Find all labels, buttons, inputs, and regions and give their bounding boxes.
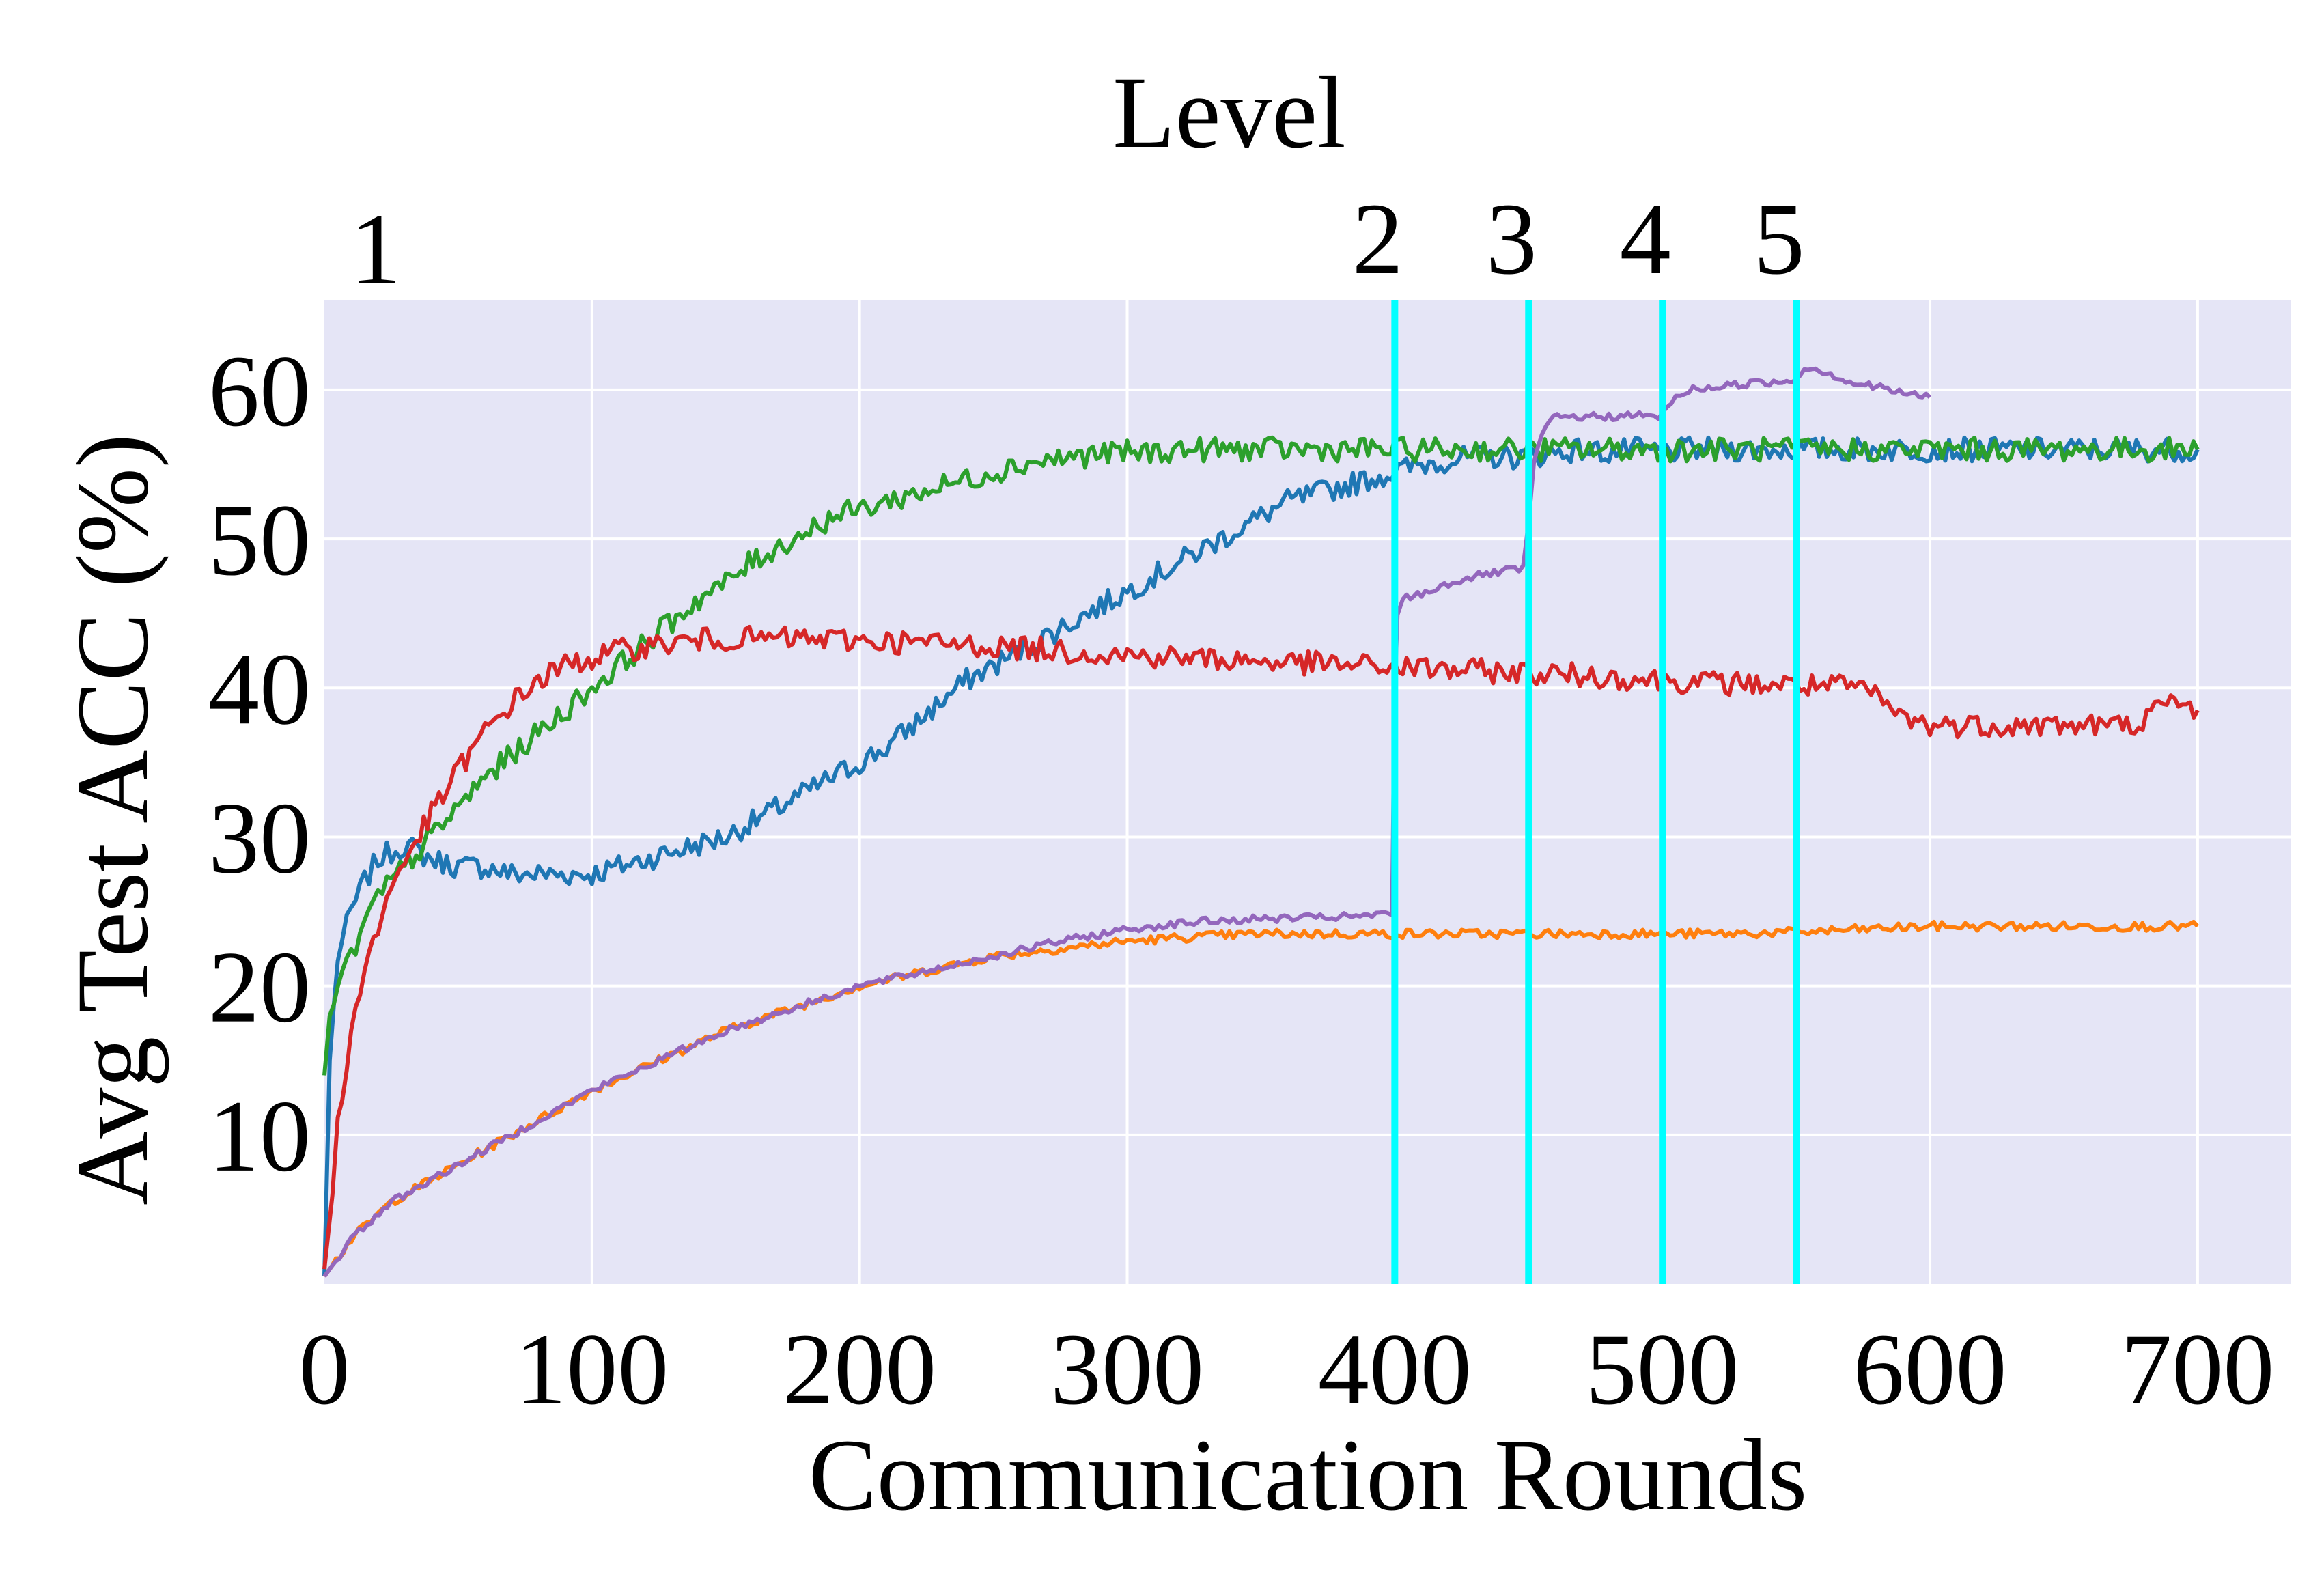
series-line-4 [322,624,2200,1270]
x-tick-label: 500 [1586,1313,1739,1426]
x-axis-title: Communication Rounds [809,1418,1808,1532]
level-label: 5 [1754,182,1805,296]
level-label: 3 [1486,182,1537,296]
y-tick-label: 60 [208,335,311,448]
y-tick-label: 30 [208,781,311,895]
y-tick-label: 40 [208,632,311,746]
top-axis-title: Level [1112,56,1345,169]
grid [324,300,2291,1284]
x-tick-label: 600 [1853,1313,2007,1426]
plot-background [324,300,2291,1284]
x-tick-label: 700 [2120,1313,2274,1426]
x-tick-label: 0 [299,1313,350,1426]
level-label: 4 [1620,182,1671,296]
y-axis-title: Avg Test ACC (%) [56,434,169,1205]
series-group [322,366,2200,1278]
y-tick-label: 10 [208,1080,311,1193]
x-tick-label: 300 [1050,1313,1204,1426]
y-tick-label: 20 [208,931,311,1044]
x-tick-label: 400 [1318,1313,1472,1426]
series-line-3 [322,435,2200,1076]
y-tick-label: 50 [208,484,311,597]
level-label: 1 [350,193,402,306]
x-tick-label: 100 [515,1313,669,1426]
tick-labels: 0 100 200 300 400 500 600 700 10 20 30 40 50 60 [208,335,2274,1426]
level-label: 2 [1352,182,1403,296]
x-tick-label: 200 [783,1313,936,1426]
